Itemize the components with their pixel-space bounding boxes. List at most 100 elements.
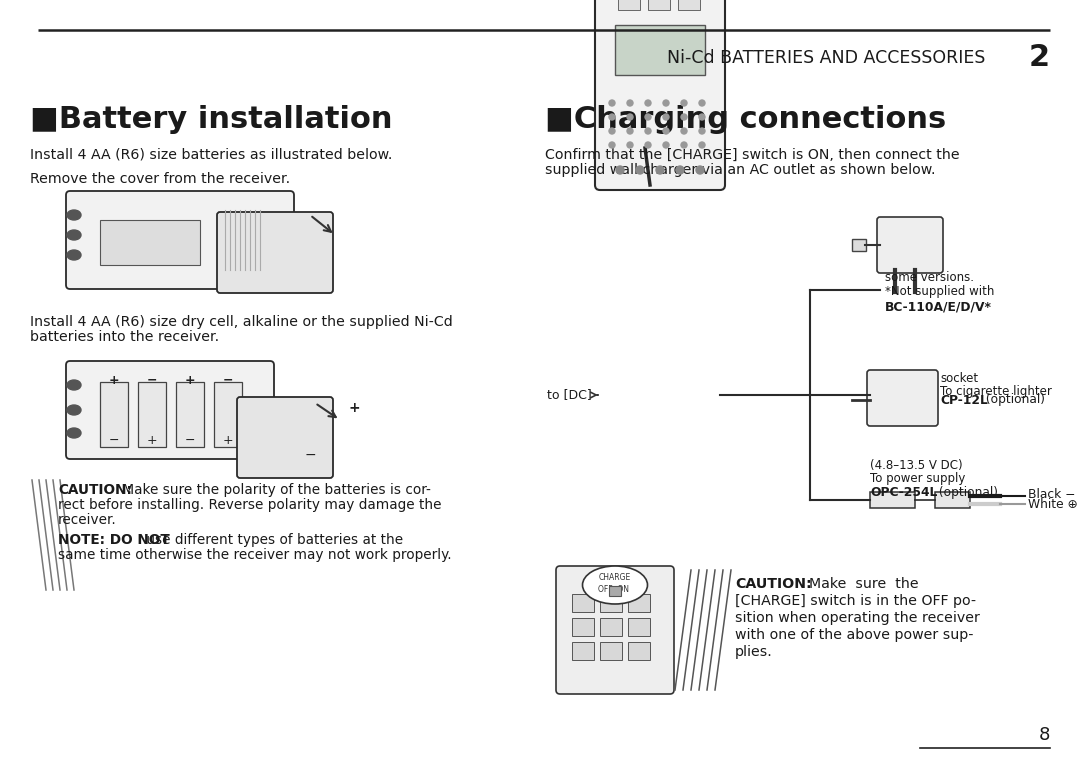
Text: Install 4 AA (R6) size batteries as illustrated below.: Install 4 AA (R6) size batteries as illu… xyxy=(30,148,392,162)
Bar xyxy=(278,227,291,245)
Ellipse shape xyxy=(67,250,81,260)
Text: rect before installing. Reverse polarity may damage the: rect before installing. Reverse polarity… xyxy=(58,498,442,512)
Text: sition when operating the receiver: sition when operating the receiver xyxy=(735,611,980,625)
Circle shape xyxy=(663,100,669,106)
Text: (optional): (optional) xyxy=(982,393,1045,406)
Bar xyxy=(600,594,622,612)
Bar xyxy=(600,642,622,660)
Circle shape xyxy=(645,114,651,120)
Circle shape xyxy=(681,142,687,148)
Text: −: − xyxy=(147,373,158,386)
Bar xyxy=(572,642,594,660)
Bar xyxy=(678,0,700,10)
Bar xyxy=(935,492,970,508)
Circle shape xyxy=(681,128,687,134)
Text: supplied wall charger via an AC outlet as shown below.: supplied wall charger via an AC outlet a… xyxy=(545,163,935,177)
Ellipse shape xyxy=(67,405,81,415)
Text: batteries into the receiver.: batteries into the receiver. xyxy=(30,330,219,344)
Circle shape xyxy=(627,114,633,120)
Text: Make  sure  the: Make sure the xyxy=(800,577,919,591)
Text: White ⊕: White ⊕ xyxy=(1028,498,1078,511)
Bar xyxy=(870,492,915,508)
Text: +: + xyxy=(109,373,119,386)
Ellipse shape xyxy=(67,380,81,390)
Text: to [DC]: to [DC] xyxy=(546,389,592,402)
Text: OFF  ON: OFF ON xyxy=(598,585,629,594)
Text: OPC-254L: OPC-254L xyxy=(870,486,937,499)
Bar xyxy=(618,0,640,10)
Text: *Not supplied with: *Not supplied with xyxy=(885,285,995,298)
Text: with one of the above power sup-: with one of the above power sup- xyxy=(735,628,973,642)
Text: −: − xyxy=(109,434,119,447)
Text: +: + xyxy=(147,434,158,447)
Bar xyxy=(100,220,200,265)
Text: receiver.: receiver. xyxy=(58,513,117,527)
Text: +: + xyxy=(348,401,360,415)
Bar xyxy=(176,382,204,447)
Circle shape xyxy=(663,142,669,148)
Bar xyxy=(627,642,650,660)
Text: Ni-Cd BATTERIES AND ACCESSORIES: Ni-Cd BATTERIES AND ACCESSORIES xyxy=(666,49,985,67)
Circle shape xyxy=(609,128,615,134)
Circle shape xyxy=(681,114,687,120)
Bar xyxy=(615,25,705,75)
Text: NOTE: DO NOT: NOTE: DO NOT xyxy=(58,533,170,547)
Bar xyxy=(572,594,594,612)
Bar xyxy=(600,618,622,636)
Circle shape xyxy=(663,114,669,120)
Circle shape xyxy=(627,128,633,134)
Circle shape xyxy=(681,100,687,106)
Circle shape xyxy=(627,142,633,148)
Circle shape xyxy=(699,128,705,134)
FancyBboxPatch shape xyxy=(217,212,333,293)
Text: Black −: Black − xyxy=(1028,488,1076,501)
Text: −: − xyxy=(185,434,195,447)
Text: Install 4 AA (R6) size dry cell, alkaline or the supplied Ni-Cd: Install 4 AA (R6) size dry cell, alkalin… xyxy=(30,315,453,329)
Text: CAUTION:: CAUTION: xyxy=(735,577,812,591)
Text: CP-12L: CP-12L xyxy=(940,393,988,406)
Circle shape xyxy=(663,128,669,134)
Circle shape xyxy=(609,142,615,148)
Bar xyxy=(214,382,242,447)
Bar xyxy=(852,239,866,251)
Bar xyxy=(572,618,594,636)
Circle shape xyxy=(699,114,705,120)
Text: socket: socket xyxy=(940,372,978,385)
Circle shape xyxy=(645,128,651,134)
Circle shape xyxy=(636,166,644,174)
Text: some versions.: some versions. xyxy=(885,271,974,284)
Text: CHARGE: CHARGE xyxy=(599,574,631,582)
FancyBboxPatch shape xyxy=(877,217,943,273)
Circle shape xyxy=(645,142,651,148)
Circle shape xyxy=(616,166,624,174)
Ellipse shape xyxy=(67,230,81,240)
Text: (optional): (optional) xyxy=(935,486,998,499)
Text: Confirm that the [CHARGE] switch is ON, then connect the: Confirm that the [CHARGE] switch is ON, … xyxy=(545,148,960,162)
Text: +: + xyxy=(185,373,195,386)
Ellipse shape xyxy=(582,566,648,604)
Bar xyxy=(627,594,650,612)
Text: Make sure the polarity of the batteries is cor-: Make sure the polarity of the batteries … xyxy=(118,483,431,497)
Text: CAUTION:: CAUTION: xyxy=(58,483,132,497)
FancyBboxPatch shape xyxy=(66,361,274,459)
Text: 2: 2 xyxy=(1029,43,1050,72)
Text: ■Charging connections: ■Charging connections xyxy=(545,105,946,134)
Ellipse shape xyxy=(67,210,81,220)
FancyBboxPatch shape xyxy=(237,397,333,478)
Text: To cigarette lighter: To cigarette lighter xyxy=(940,385,1052,398)
Text: ■Battery installation: ■Battery installation xyxy=(30,105,392,134)
Text: 8: 8 xyxy=(1039,726,1050,744)
Text: Remove the cover from the receiver.: Remove the cover from the receiver. xyxy=(30,172,291,186)
Text: use different types of batteries at the: use different types of batteries at the xyxy=(141,533,403,547)
Bar xyxy=(627,618,650,636)
FancyBboxPatch shape xyxy=(556,566,674,694)
Circle shape xyxy=(656,166,664,174)
Circle shape xyxy=(609,100,615,106)
FancyBboxPatch shape xyxy=(595,0,725,190)
Text: plies.: plies. xyxy=(735,645,773,659)
Text: +: + xyxy=(222,434,233,447)
Ellipse shape xyxy=(67,428,81,438)
Circle shape xyxy=(696,166,704,174)
Text: [CHARGE] switch is in the OFF po-: [CHARGE] switch is in the OFF po- xyxy=(735,594,976,608)
Circle shape xyxy=(645,100,651,106)
